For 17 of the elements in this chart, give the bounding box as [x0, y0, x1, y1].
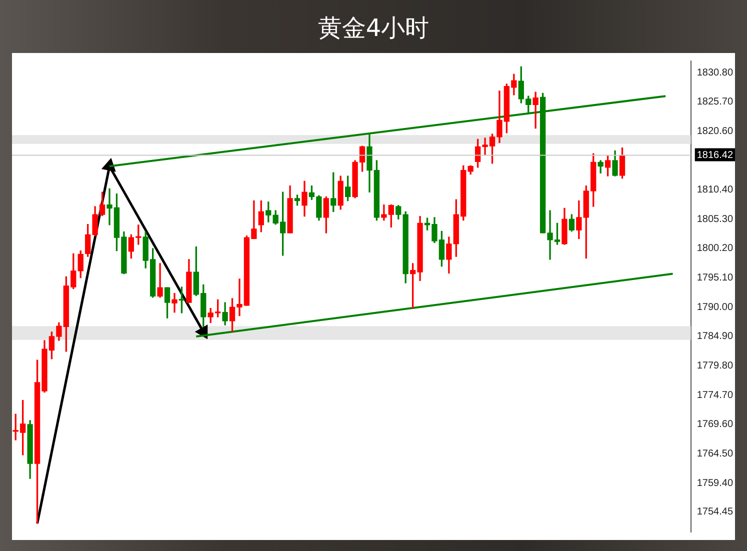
y-tick-label: 1764.50	[696, 448, 734, 460]
ref-line-label: 1816.42	[696, 150, 734, 161]
y-tick-label: 1795.10	[696, 272, 734, 284]
y-tick-label: 1830.80	[696, 67, 734, 78]
y-tick-label: 1779.80	[696, 360, 734, 372]
y-tick-label: 1774.70	[696, 390, 734, 401]
y-tick-label: 1759.40	[696, 478, 734, 489]
y-tick-label: 1805.30	[696, 214, 734, 225]
y-tick-label: 1810.40	[696, 184, 734, 196]
y-tick-label: 1825.70	[696, 96, 734, 108]
y-tick-label: 1769.60	[696, 419, 734, 430]
y-tick-label: 1754.45	[696, 506, 734, 518]
y-tick-label: 1820.60	[696, 126, 734, 137]
chart-title: 黄金4小时	[316, 13, 430, 44]
y-tick-label: 1784.90	[696, 331, 734, 342]
y-tick-label: 1800.20	[696, 243, 734, 254]
y-tick-label: 1790.00	[696, 302, 734, 313]
